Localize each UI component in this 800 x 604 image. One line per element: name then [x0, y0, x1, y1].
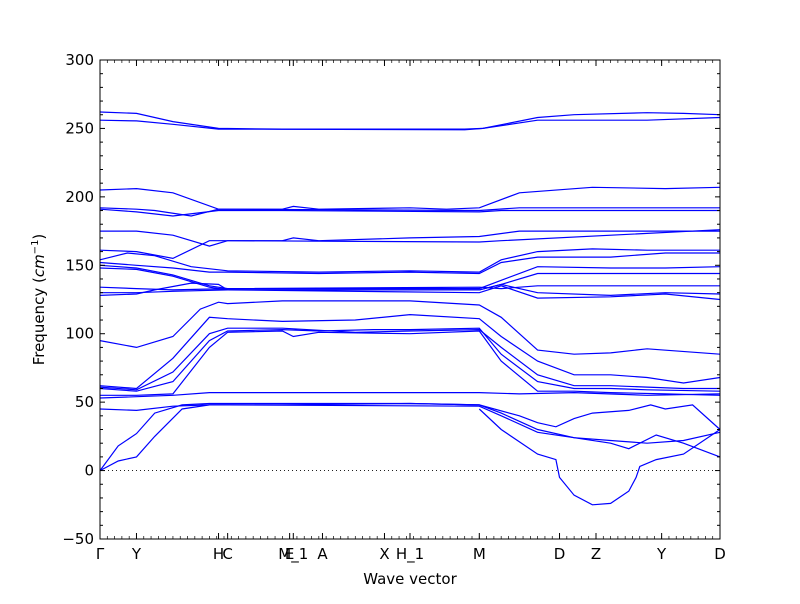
y-tick-label: 250 — [65, 119, 94, 137]
phonon-branch-14 — [99, 282, 721, 301]
y-tick-label: 50 — [75, 393, 94, 411]
y-axis-title-suffix: ) — [30, 234, 48, 240]
x-tick-label: Z — [591, 545, 601, 563]
phonon-branch-16 — [99, 313, 721, 390]
x-tick-label: D — [554, 545, 566, 563]
phonon-branch-12 — [99, 285, 720, 291]
x-tick-label: Y — [656, 545, 667, 563]
phonon-branch-15 — [99, 300, 721, 355]
x-tick-label: H_1 — [396, 545, 424, 564]
y-tick-label: 0 — [84, 462, 94, 480]
x-tick-label: X — [379, 545, 389, 563]
phonon-branch-18 — [99, 327, 721, 392]
plot-frame — [99, 59, 721, 540]
phonon-branch-7 — [99, 229, 721, 260]
y-axis-title: Frequency (cm−1) — [30, 234, 48, 366]
x-tick-label: Γ — [96, 545, 105, 563]
series-group — [99, 111, 721, 506]
phonon-branch-10 — [99, 264, 721, 290]
phonon-branch-9 — [99, 252, 720, 275]
x-tick-label: E — [285, 545, 294, 563]
y-axis-title-prefix: Frequency ( — [30, 277, 48, 365]
x-tick-label: M — [473, 545, 486, 563]
x-tick-label: C — [222, 545, 232, 563]
phonon-branch-24 — [478, 408, 721, 506]
phonon-branch-19 — [100, 330, 721, 396]
phonon-branch-22 — [99, 402, 721, 471]
x-axis-title: Wave vector — [363, 570, 457, 588]
phonon-branch-5 — [99, 208, 720, 217]
phonon-branch-17 — [99, 327, 720, 391]
phonon-branch-3 — [99, 186, 721, 210]
x-tick-label: Y — [131, 545, 142, 563]
phonon-branch-2 — [99, 116, 721, 131]
phonon-branch-21 — [99, 402, 721, 430]
tick-group — [99, 59, 721, 540]
phonon-branch-8 — [99, 248, 720, 273]
y-tick-label: −50 — [62, 530, 94, 548]
x-tick-label: A — [317, 545, 328, 563]
x-tick-label: H — [213, 545, 224, 563]
y-axis-title-unit-exponent: −1 — [30, 240, 41, 255]
y-tick-label: 100 — [65, 325, 94, 343]
phonon-branch-13 — [100, 283, 721, 297]
y-axis-title-unit: cm — [30, 254, 48, 277]
tick-label-group: −50 0 50 100 150 200 250 300 Γ Y HC EM_1 A X H_1 M D Z Y D — [62, 51, 725, 564]
y-tick-label: 150 — [65, 256, 94, 274]
x-tick-label: M_1 — [278, 545, 308, 564]
phonon-branch-6 — [100, 230, 720, 247]
phonon-branch-20 — [99, 391, 721, 399]
y-tick-label: 200 — [65, 188, 94, 206]
y-tick-label: 300 — [65, 51, 94, 69]
phonon-branch-23 — [99, 404, 721, 472]
x-tick-label: D — [714, 545, 726, 563]
